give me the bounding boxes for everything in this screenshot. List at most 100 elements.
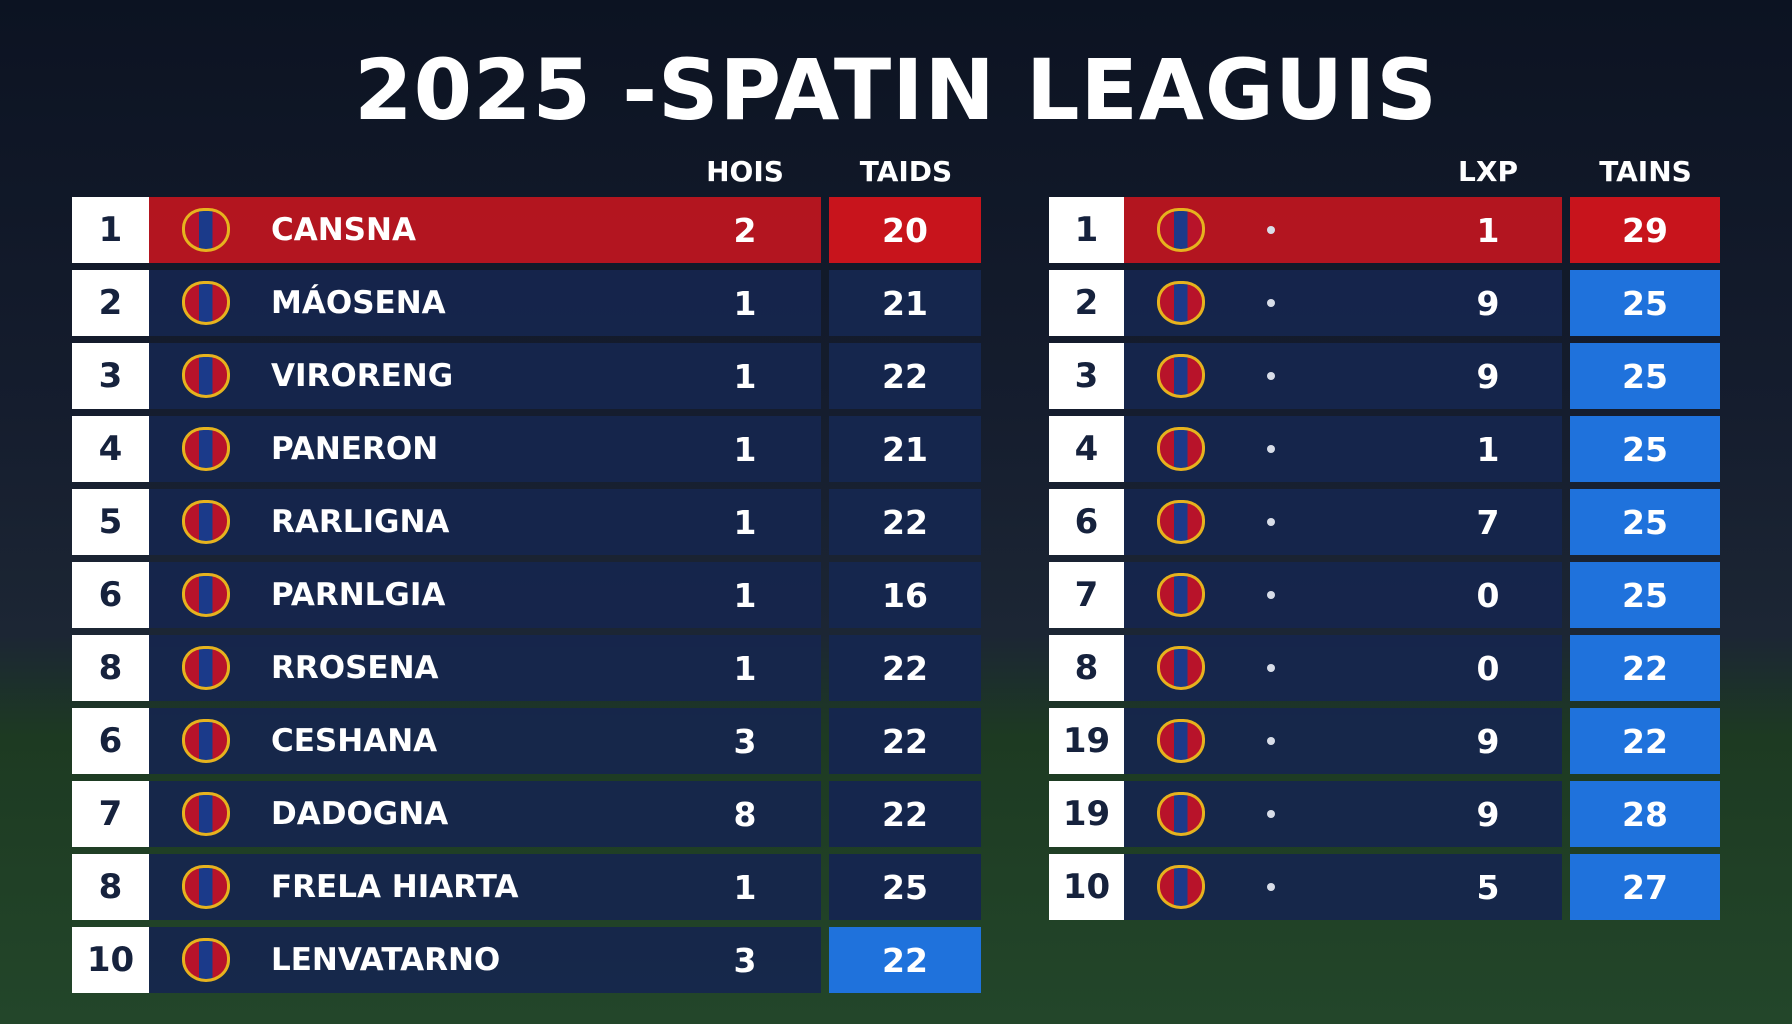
team-crest	[182, 792, 230, 836]
tains-value: 28	[1570, 781, 1720, 847]
lxp-value: 5	[1476, 867, 1500, 907]
team-name: LENVATARNO	[271, 942, 501, 978]
team-name: PANERON	[271, 431, 439, 467]
lxp-value: 9	[1476, 721, 1500, 761]
row-band	[149, 708, 821, 774]
rank: 2	[72, 270, 149, 336]
team-crest	[1157, 719, 1205, 763]
team-name: DADOGNA	[271, 796, 449, 832]
team-crest	[182, 865, 230, 909]
rank: 6	[72, 562, 149, 628]
rank: 10	[1049, 854, 1124, 920]
team-name: MÁOSENA	[271, 285, 446, 321]
hois-value: 1	[733, 429, 757, 469]
dot	[1267, 226, 1275, 234]
taids-value: 21	[829, 270, 981, 336]
team-name: CANSNA	[271, 212, 416, 248]
hois-value: 1	[733, 648, 757, 688]
row-band	[149, 854, 821, 920]
column-header: TAINS	[1599, 154, 1692, 188]
lxp-value: 0	[1476, 648, 1500, 688]
rank: 19	[1049, 708, 1124, 774]
rank: 10	[72, 927, 149, 993]
title: 2025 -SPATIN LEAGUIS	[354, 41, 1438, 139]
row-band	[149, 270, 821, 336]
taids-value: 22	[829, 781, 981, 847]
taids-value: 21	[829, 416, 981, 482]
rank: 4	[1049, 416, 1124, 482]
dot	[1267, 518, 1275, 526]
team-crest	[1157, 427, 1205, 471]
team-crest	[1157, 354, 1205, 398]
team-crest	[182, 938, 230, 982]
tains-value: 25	[1570, 489, 1720, 555]
row-band	[149, 343, 821, 409]
tains-value: 22	[1570, 708, 1720, 774]
hois-value: 3	[733, 940, 757, 980]
team-crest	[182, 573, 230, 617]
taids-value: 22	[829, 489, 981, 555]
team-crest	[1157, 792, 1205, 836]
team-name: FRELA HIARTA	[271, 869, 519, 905]
hois-value: 1	[733, 867, 757, 907]
team-name: VIRORENG	[271, 358, 454, 394]
taids-value: 22	[829, 927, 981, 993]
hois-value: 1	[733, 575, 757, 615]
team-crest	[182, 646, 230, 690]
team-crest	[182, 719, 230, 763]
lxp-value: 9	[1476, 356, 1500, 396]
taids-value: 22	[829, 635, 981, 701]
rank: 1	[72, 197, 149, 263]
tains-value: 22	[1570, 635, 1720, 701]
tains-value: 25	[1570, 416, 1720, 482]
hois-value: 8	[733, 794, 757, 834]
tains-value: 25	[1570, 343, 1720, 409]
taids-value: 22	[829, 708, 981, 774]
team-crest	[182, 500, 230, 544]
team-crest	[182, 208, 230, 252]
team-name: PARNLGIA	[271, 577, 446, 613]
team-crest	[1157, 646, 1205, 690]
column-header: LXP	[1458, 154, 1518, 188]
team-crest	[1157, 208, 1205, 252]
taids-value: 25	[829, 854, 981, 920]
dot	[1267, 810, 1275, 818]
tains-value: 25	[1570, 562, 1720, 628]
team-name: RROSENA	[271, 650, 439, 686]
lxp-value: 7	[1476, 502, 1500, 542]
team-crest	[182, 281, 230, 325]
rank: 3	[72, 343, 149, 409]
rank: 8	[72, 635, 149, 701]
row-band	[149, 781, 821, 847]
taids-value: 16	[829, 562, 981, 628]
dot	[1267, 664, 1275, 672]
team-crest	[182, 354, 230, 398]
hois-value: 3	[733, 721, 757, 761]
lxp-value: 1	[1476, 210, 1500, 250]
team-crest	[1157, 281, 1205, 325]
rank: 8	[72, 854, 149, 920]
rank: 6	[72, 708, 149, 774]
dot	[1267, 737, 1275, 745]
lxp-value: 9	[1476, 283, 1500, 323]
rank: 1	[1049, 197, 1124, 263]
dot	[1267, 299, 1275, 307]
dot	[1267, 372, 1275, 380]
row-band	[149, 416, 821, 482]
team-name: CESHANA	[271, 723, 438, 759]
rank: 5	[72, 489, 149, 555]
lxp-value: 9	[1476, 794, 1500, 834]
hois-value: 2	[733, 210, 757, 250]
rank: 4	[72, 416, 149, 482]
hois-value: 1	[733, 502, 757, 542]
tains-value: 29	[1570, 197, 1720, 263]
team-crest	[1157, 500, 1205, 544]
column-header: HOIS	[706, 154, 784, 188]
team-crest	[1157, 865, 1205, 909]
team-name: RARLIGNA	[271, 504, 450, 540]
rank: 2	[1049, 270, 1124, 336]
team-crest	[1157, 573, 1205, 617]
rank: 6	[1049, 489, 1124, 555]
taids-value: 20	[829, 197, 981, 263]
